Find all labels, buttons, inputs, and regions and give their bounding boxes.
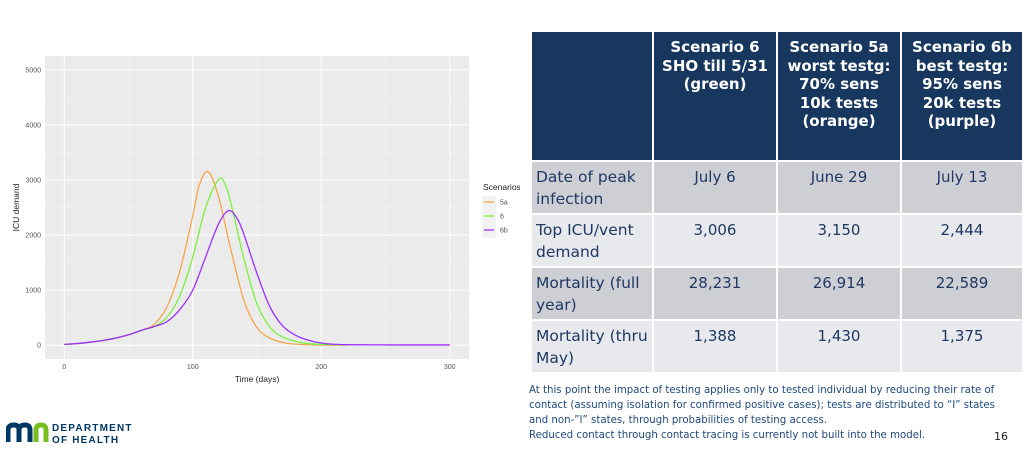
logo-line-2: OF HEALTH xyxy=(52,435,120,446)
table-header-scenario-6: Scenario 6 SHO till 5/31 (green) xyxy=(652,30,778,162)
table-row: Mortality (full year) 28,231 26,914 22,5… xyxy=(530,266,1024,321)
row-label: Top ICU/vent demand xyxy=(530,213,654,268)
table-header-row: Scenario 6 SHO till 5/31 (green) Scenari… xyxy=(530,30,1024,162)
row-label: Mortality (thru May) xyxy=(530,319,654,374)
x-tick-label: 300 xyxy=(444,364,456,371)
logo-text: DEPARTMENT OF HEALTH xyxy=(52,423,133,447)
cell: 2,444 xyxy=(900,213,1024,268)
row-label: Mortality (full year) xyxy=(530,266,654,321)
y-tick-label: 5000 xyxy=(25,67,41,74)
table-row: Top ICU/vent demand 3,006 3,150 2,444 xyxy=(530,213,1024,268)
table-row: Date of peak infection July 6 June 29 Ju… xyxy=(530,160,1024,215)
legend-key-bg xyxy=(482,196,496,238)
cell: 26,914 xyxy=(776,266,902,321)
y-tick-label: 0 xyxy=(37,343,41,350)
y-tick-label: 3000 xyxy=(25,177,41,184)
cell: June 29 xyxy=(776,160,902,215)
legend-title: Scenarios xyxy=(483,182,520,192)
cell: 1,430 xyxy=(776,319,902,374)
cell: 22,589 xyxy=(900,266,1024,321)
cell: 1,375 xyxy=(900,319,1024,374)
legend-label: 5a xyxy=(500,200,508,207)
footnote-text: At this point the impact of testing appl… xyxy=(529,385,995,426)
table-header-scenario-5a: Scenario 5a worst testg: 70% sens 10k te… xyxy=(776,30,902,162)
x-tick-label: 0 xyxy=(62,364,66,371)
x-tick-label: 100 xyxy=(187,364,199,371)
x-axis-label: Time (days) xyxy=(235,374,280,384)
cell: 28,231 xyxy=(652,266,778,321)
y-tick-label: 4000 xyxy=(25,122,41,129)
x-tick-label: 200 xyxy=(315,364,327,371)
legend-label: 6 xyxy=(500,214,504,221)
cell: 3,006 xyxy=(652,213,778,268)
cell: July 13 xyxy=(900,160,1024,215)
series-line-6b xyxy=(64,209,450,346)
cell: 3,150 xyxy=(776,213,902,268)
footnote: At this point the impact of testing appl… xyxy=(529,383,999,443)
table-header-scenario-6b: Scenario 6b best testg: 95% sens 20k tes… xyxy=(900,30,1024,162)
cell: 1,388 xyxy=(652,319,778,374)
cell: July 6 xyxy=(652,160,778,215)
y-axis-label: ICU demand xyxy=(11,183,21,231)
footnote-text-2: Reduced contact through contact tracing … xyxy=(529,430,926,441)
y-tick-label: 2000 xyxy=(25,233,41,240)
legend-label: 6b xyxy=(500,228,508,235)
scenario-table: Scenario 6 SHO till 5/31 (green) Scenari… xyxy=(530,30,1024,374)
table-header-blank xyxy=(530,30,654,162)
mn-logo-icon xyxy=(6,422,49,442)
table-row: Mortality (thru May) 1,388 1,430 1,375 xyxy=(530,319,1024,374)
page-number: 16 xyxy=(994,430,1008,443)
row-label: Date of peak infection xyxy=(530,160,654,215)
y-tick-label: 1000 xyxy=(25,288,41,295)
logo-line-1: DEPARTMENT xyxy=(52,423,133,434)
